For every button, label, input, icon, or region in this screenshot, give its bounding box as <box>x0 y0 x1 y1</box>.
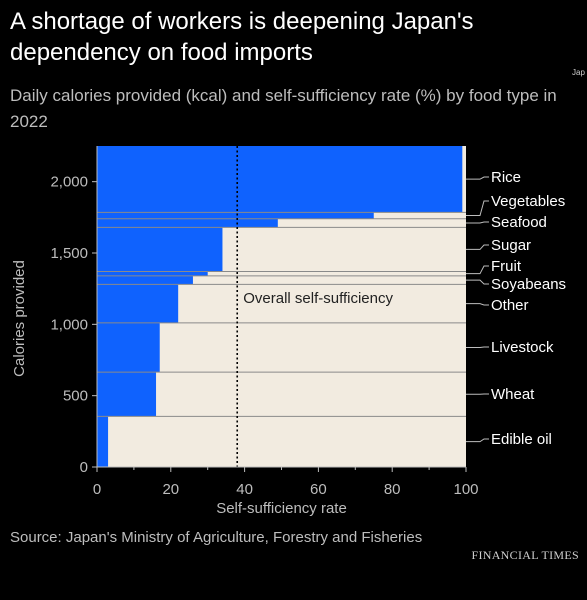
category-label-soyabeans: Soyabeans <box>491 276 566 293</box>
leader-line-seafood <box>466 221 489 224</box>
y-tick-label: 1,500 <box>50 245 88 262</box>
leader-line-vegetables <box>466 200 489 217</box>
category-labels: Edible oil Wheat Livestock Other SoyabeansFr… <box>466 169 566 448</box>
domestic-share-sugar <box>222 227 466 272</box>
leader-line-rice <box>466 176 489 180</box>
chart-title: A shortage of workers is deepening Japan… <box>10 8 474 66</box>
x-tick-label: 80 <box>384 481 401 498</box>
plot-area: Overall self-sufficiency <box>97 146 467 467</box>
category-label-livestock: Livestock <box>491 339 554 356</box>
x-tick-label: 40 <box>236 481 253 498</box>
category-label-rice: Rice <box>491 169 521 186</box>
category-label-edible-oil: Edible oil <box>491 431 552 448</box>
leader-line-sugar <box>466 244 489 250</box>
category-label-other: Other <box>491 297 529 314</box>
y-tick-label: 1,000 <box>50 316 88 333</box>
x-tick-label: 60 <box>310 481 327 498</box>
x-axis-title: Self-sufficiency rate <box>216 500 347 517</box>
category-label-seafood: Seafood <box>491 214 547 231</box>
y-axis-title: Calories provided <box>11 260 28 377</box>
leader-line-soyabeans <box>466 279 489 285</box>
domestic-share-fruit <box>207 271 466 276</box>
y-tick-label: 500 <box>63 388 88 405</box>
domestic-share-livestock <box>159 322 467 373</box>
x-tick-label: 20 <box>162 481 179 498</box>
leader-line-livestock <box>466 346 489 349</box>
domestic-share-wheat <box>156 372 467 417</box>
y-tick-label: 2,000 <box>50 174 88 191</box>
leader-line-fruit <box>466 265 489 275</box>
y-axis: 0 500 1,000 1,500 2,000 <box>50 146 98 476</box>
leader-line-edible-oil <box>466 438 489 443</box>
x-axis: 0 20 40 60 80 100 <box>92 466 479 498</box>
reference-line-label: Overall self-sufficiency <box>243 290 393 307</box>
domestic-share-other <box>178 284 466 323</box>
category-label-fruit: Fruit <box>491 258 522 275</box>
domestic-share-vegetables <box>373 212 466 219</box>
cropped-side-note: Jap its <box>572 68 587 77</box>
y-tick-label: 0 <box>80 459 88 476</box>
domestic-share-soyabeans <box>192 275 466 285</box>
category-label-sugar: Sugar <box>491 237 531 254</box>
leader-line-other <box>466 303 489 306</box>
domestic-share-edible-oil <box>108 416 466 467</box>
source-note: Source: Japan's Ministry of Agriculture,… <box>10 529 423 546</box>
category-label-vegetables: Vegetables <box>491 193 565 210</box>
domestic-share-seafood <box>277 218 466 228</box>
publisher-logo: FINANCIAL TIMES <box>471 548 579 562</box>
category-label-wheat: Wheat <box>491 386 535 403</box>
chart-subtitle: Daily calories provided (kcal) and self-… <box>10 86 557 131</box>
x-tick-label: 100 <box>453 481 478 498</box>
domestic-share-rice <box>462 146 466 213</box>
x-tick-label: 0 <box>93 481 101 498</box>
